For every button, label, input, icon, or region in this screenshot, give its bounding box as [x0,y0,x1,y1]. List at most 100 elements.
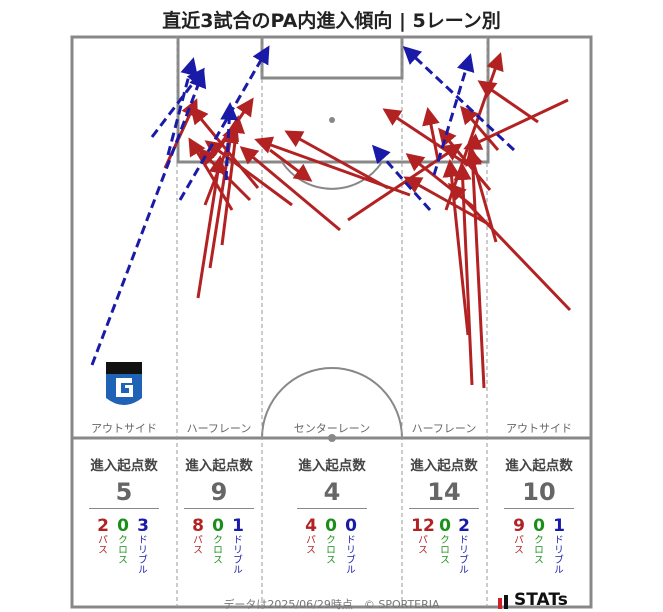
stat-cross-label: クロス [118,535,128,566]
stat-divider [184,508,254,509]
lane-label-outside-right: アウトサイド [506,422,572,435]
stat-dribble-label: ドリブル [233,535,243,576]
pass-arrow [463,147,486,389]
stat-header: 進入起点数 [90,458,158,474]
stat-dribble-label: ドリブル [346,535,356,576]
stat-cross-count: 0 [439,516,451,536]
stat-cross: 0 クロス [436,516,454,566]
pass-arrow [203,122,239,206]
centre-circle [261,367,403,439]
stat-cross-label: クロス [326,535,336,566]
chart-title: 直近3試合のPA内進入傾向 | 5レーン別 [162,10,501,32]
stat-dribble: 1 ドリブル [229,516,247,576]
stat-header: 進入起点数 [410,458,478,474]
stat-pass: 2 パス [94,516,112,556]
footer-note: データは2025/06/29時点 © SPORTERIA [223,598,440,611]
dribble-arrow [90,69,207,366]
stat-dribble-label: ドリブル [459,535,469,576]
stat-cross: 0 クロス [322,516,340,566]
stat-dribble-count: 0 [345,516,357,536]
goal-area [260,37,404,80]
stat-pass-label: パス [514,535,524,556]
stat-cross-count: 0 [533,516,545,536]
stat-divider [297,508,367,509]
stat-pass: 4 パス [302,516,320,556]
dribble-arrow [402,45,516,152]
stat-dribble-label: ドリブル [138,535,148,576]
pass-arrow [465,147,498,243]
stat-cross: 0 クロス [530,516,548,566]
stat-pass-count: 8 [192,516,204,536]
stats-logo-icon [498,595,508,609]
pass-arrow [204,140,293,207]
penalty-arc [281,161,383,190]
pass-arrow [347,143,463,222]
stat-pass-label: パス [418,535,428,556]
pass-arrow [444,52,504,211]
stat-divider [89,508,159,509]
stat-divider [409,508,479,509]
stat-dribble: 0 ドリブル [342,516,360,576]
dribble-arrow [220,102,239,181]
stat-pass: 12 パス [410,516,436,556]
pass-arrow [239,146,341,232]
stat-cross-label: クロス [440,535,450,566]
entry-arrows [90,45,572,389]
pass-arrow [188,137,234,211]
pass-arrow [422,107,440,161]
stat-pass-label: パス [98,535,108,556]
stat-total: 5 [115,478,133,506]
stat-cross-count: 0 [117,516,129,536]
pass-arrow [405,153,476,210]
lane-label-halfspace-right: ハーフレーン [412,422,477,435]
stat-total: 10 [522,478,556,506]
stat-dribble: 2 ドリブル [455,516,473,576]
pass-arrow [382,108,469,167]
stat-pass-label: パス [306,535,316,556]
lane-label-outside-left: アウトサイド [91,422,157,435]
stat-pass: 9 パス [510,516,528,556]
stat-header: 進入起点数 [298,458,366,474]
stat-dribble-label: ドリブル [554,535,564,576]
stat-cross: 0 クロス [209,516,227,566]
dribble-arrow [372,144,432,211]
stat-header: 進入起点数 [185,458,253,474]
stat-cross: 0 クロス [114,516,132,566]
pass-arrow [284,130,389,190]
centre-spot [328,434,336,442]
stat-total: 4 [323,478,341,506]
stat-cross-label: クロス [213,535,223,566]
stat-dribble-count: 1 [553,516,565,536]
stat-cross-count: 0 [212,516,224,536]
dribble-arrow [166,57,198,156]
stat-pass-count: 4 [305,516,317,536]
stat-dribble-count: 2 [458,516,470,536]
stat-dribble: 3 ドリブル [134,516,152,576]
stat-pass-count: 12 [411,516,435,536]
dribble-arrow [432,53,475,176]
dribble-arrow [150,67,205,138]
stat-pass-count: 2 [97,516,109,536]
stat-pass-label: パス [193,535,203,556]
penalty-spot [329,117,335,123]
stat-divider [504,508,574,509]
club-crest-icon [106,362,142,405]
stat-dribble-count: 1 [232,516,244,536]
dribble-arrow [178,45,270,201]
stat-pass-count: 9 [513,516,525,536]
stat-total: 14 [427,478,461,506]
stat-dribble: 1 ドリブル [550,516,568,576]
stat-pass: 8 パス [189,516,207,556]
pass-arrow [463,98,569,150]
brand-logo: STATs [514,590,568,610]
lane-label-halfspace-left: ハーフレーン [187,422,252,435]
pass-arrow [460,105,500,151]
lane-label-center: センターレーン [294,422,370,435]
pass-arrow [269,148,313,182]
penalty-area [176,37,490,164]
stat-cross-count: 0 [325,516,337,536]
stat-cross-label: クロス [534,535,544,566]
pass-arrow [190,105,260,189]
pitch-boundary [70,35,593,609]
